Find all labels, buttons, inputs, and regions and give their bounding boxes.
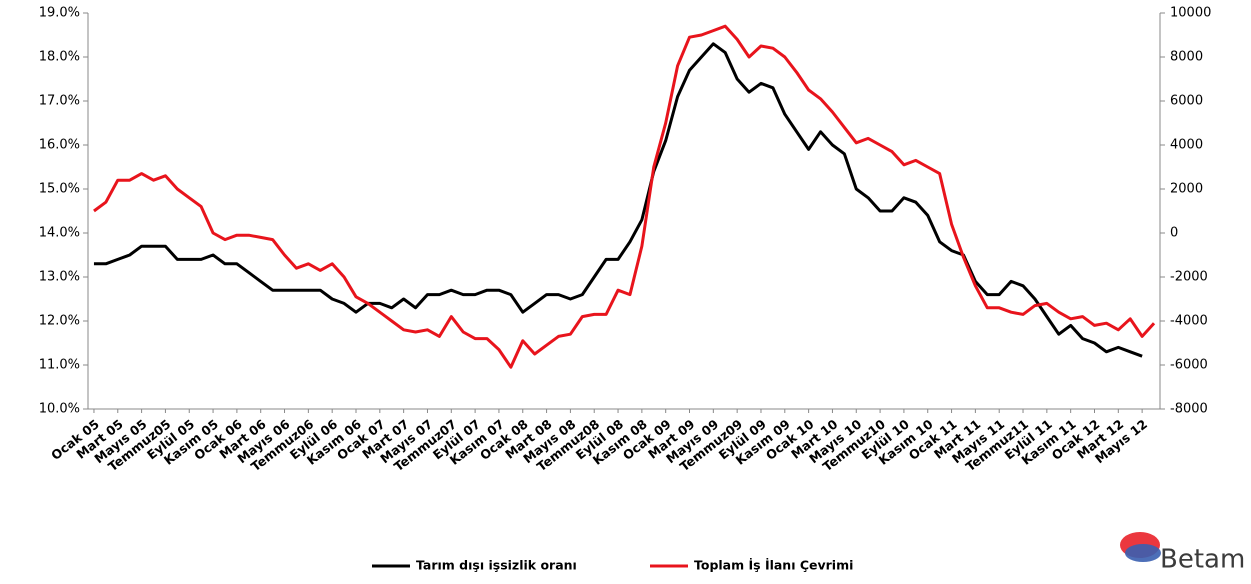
y-tick-label: 19.0% bbox=[39, 6, 80, 21]
series-line bbox=[93, 42, 1143, 358]
y-tick-label: 13.0% bbox=[39, 270, 80, 285]
y2-tick-label: 6000 bbox=[1170, 94, 1203, 109]
y-tick-label: 16.0% bbox=[39, 138, 80, 153]
y-tick-label: 10.0% bbox=[39, 402, 80, 417]
y-tick-label: 14.0% bbox=[39, 226, 80, 241]
y2-tick-label: -6000 bbox=[1170, 358, 1208, 373]
y2-tick-label: 10000 bbox=[1170, 6, 1211, 21]
y-tick-label: 17.0% bbox=[39, 94, 80, 109]
y-tick-label: 11.0% bbox=[39, 358, 80, 373]
logo-text: Betam bbox=[1160, 545, 1245, 575]
y2-tick-label: -4000 bbox=[1170, 314, 1208, 329]
y-tick-label: 12.0% bbox=[39, 314, 80, 329]
y2-tick-label: 8000 bbox=[1170, 50, 1203, 65]
legend-label: Toplam İş İlanı Çevrimi bbox=[694, 558, 853, 573]
y-tick-label: 15.0% bbox=[39, 182, 80, 197]
legend-label: Tarım dışı işsizlik oranı bbox=[416, 558, 577, 573]
logo: Betam bbox=[1120, 532, 1245, 575]
y2-tick-label: -8000 bbox=[1170, 402, 1208, 417]
y2-tick-label: 0 bbox=[1170, 226, 1178, 241]
y2-tick-label: 4000 bbox=[1170, 138, 1203, 153]
y2-tick-label: -2000 bbox=[1170, 270, 1208, 285]
series-line bbox=[93, 24, 1156, 369]
y2-tick-label: 2000 bbox=[1170, 182, 1203, 197]
y-tick-label: 18.0% bbox=[39, 50, 80, 65]
